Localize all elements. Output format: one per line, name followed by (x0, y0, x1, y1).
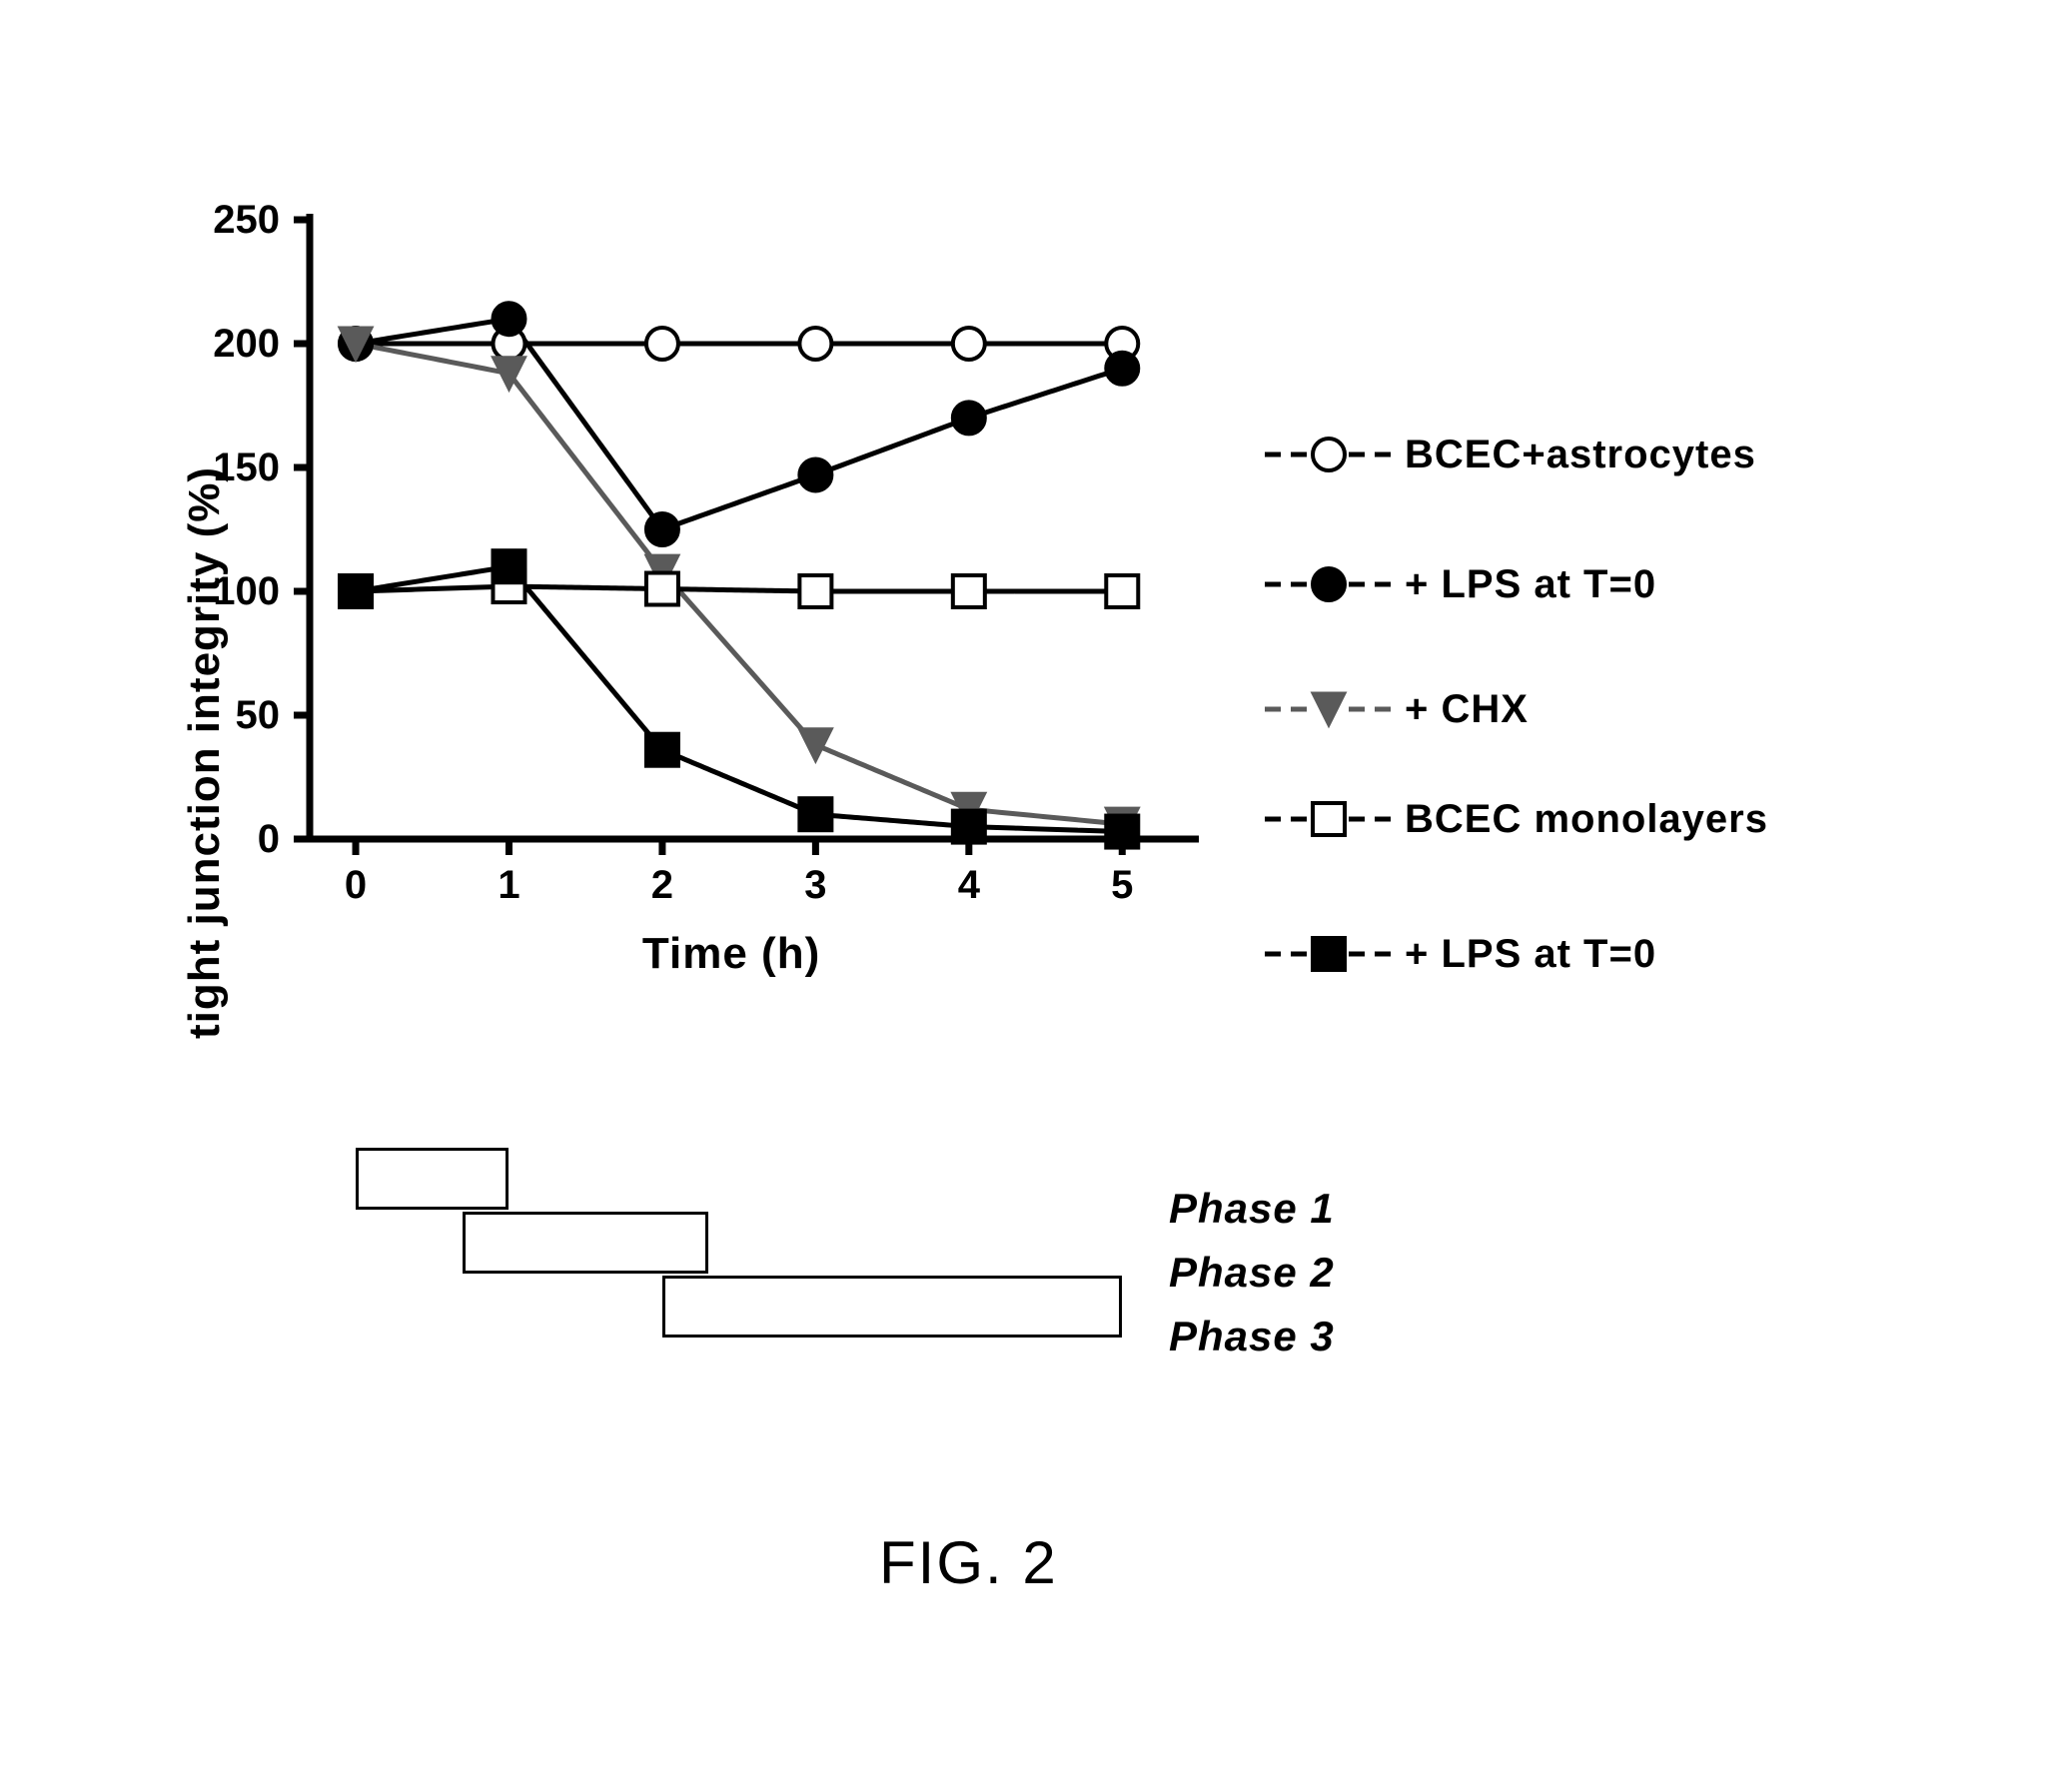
legend-item: + LPS at T=0 (1259, 929, 1656, 979)
legend-marker-icon (1259, 559, 1399, 609)
y-tick-label: 100 (200, 569, 280, 614)
legend-item: + LPS at T=0 (1259, 559, 1656, 609)
y-tick-label: 250 (200, 198, 280, 243)
legend-item: BCEC monolayers (1259, 794, 1768, 844)
phase-label: Phase 3 (1169, 1313, 1335, 1360)
figure-caption: FIG. 2 (879, 1528, 1058, 1597)
legend-marker-icon (1259, 684, 1399, 734)
phase-box (463, 1212, 708, 1274)
x-tick-label: 5 (1102, 863, 1142, 908)
x-tick-label: 1 (489, 863, 528, 908)
legend-marker-icon (1259, 929, 1399, 979)
phase-label: Phase 2 (1169, 1249, 1335, 1297)
legend-label: BCEC+astrocytes (1399, 433, 1756, 477)
legend-label: + LPS at T=0 (1399, 562, 1656, 607)
phase-diagram: Phase 1 Phase 2 Phase 3 (300, 1179, 1698, 1438)
legend-label: BCEC monolayers (1399, 797, 1768, 842)
legend-label: + LPS at T=0 (1399, 932, 1656, 977)
y-tick-label: 150 (200, 446, 280, 490)
legend-item: BCEC+astrocytes (1259, 430, 1756, 479)
x-tick-label: 4 (949, 863, 989, 908)
legend-marker-icon (1259, 430, 1399, 479)
x-tick-label: 2 (642, 863, 682, 908)
legend-item: + CHX (1259, 684, 1529, 734)
y-tick-label: 50 (200, 693, 280, 738)
legend-label: + CHX (1399, 687, 1529, 732)
chart-area: tight junction integrity (%) Time (h) 05… (140, 200, 1918, 1099)
figure-page: tight junction integrity (%) Time (h) 05… (0, 0, 2058, 1792)
y-tick-label: 200 (200, 322, 280, 367)
line-chart (140, 200, 1239, 959)
x-tick-label: 3 (795, 863, 835, 908)
phase-box (662, 1276, 1122, 1338)
legend-marker-icon (1259, 794, 1399, 844)
x-axis-label: Time (h) (642, 929, 820, 979)
y-tick-label: 0 (200, 817, 280, 862)
x-tick-label: 0 (336, 863, 376, 908)
phase-box (356, 1148, 509, 1210)
phase-label: Phase 1 (1169, 1185, 1335, 1233)
